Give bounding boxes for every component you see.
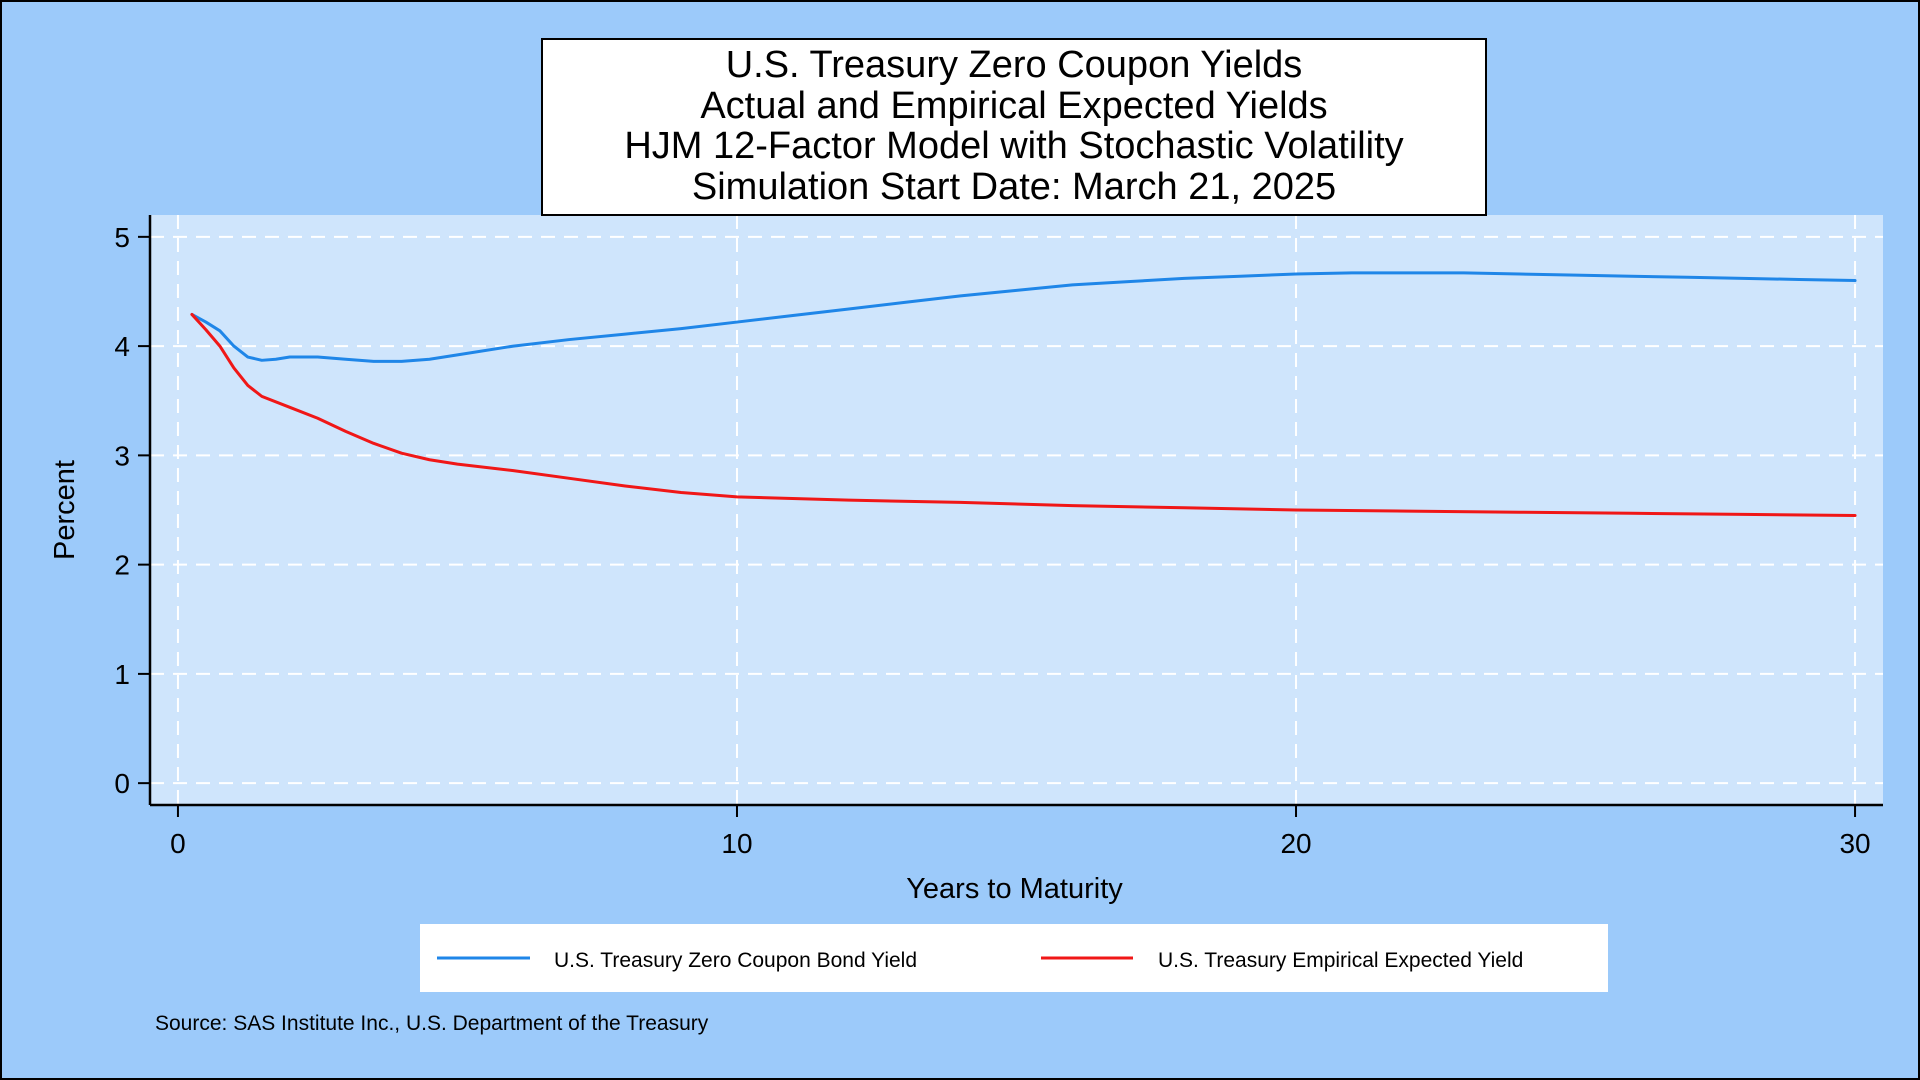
series-line-bond-yield [190,271,1857,363]
y-tick-label: 2 [114,550,130,581]
y-tick-label: 1 [114,659,130,690]
plot-area [150,215,1883,805]
x-tick-label: 20 [1280,828,1311,859]
series-line-expected-yield [190,312,1857,517]
x-tick-label: 30 [1839,828,1870,859]
title-line-4: Simulation Start Date: March 21, 2025 [692,166,1336,208]
y-axis-ticks: 0 1 2 3 4 5 [114,222,150,799]
legend: U.S. Treasury Zero Coupon Bond Yield U.S.… [420,924,1608,992]
x-tick-label: 10 [721,828,752,859]
y-tick-label: 4 [114,331,130,362]
y-tick-label: 5 [114,222,130,253]
title-line-3: HJM 12-Factor Model with Stochastic Vola… [624,125,1403,167]
gridlines [150,215,1883,805]
series-group [190,271,1857,517]
title-box [541,38,1487,216]
y-axis-title: Percent [49,460,81,560]
x-axis-title: Years to Maturity [906,873,1123,905]
legend-box [420,924,1608,992]
source-note: Source: SAS Institute Inc., U.S. Departm… [155,1012,709,1035]
legend-label: U.S. Treasury Zero Coupon Bond Yield [554,949,917,972]
title-line-1: U.S. Treasury Zero Coupon Yields [726,44,1303,86]
x-axis-ticks: 0 10 20 30 [170,805,1871,859]
x-tick-label: 0 [170,828,186,859]
title-line-2: Actual and Empirical Expected Yields [700,85,1327,127]
y-tick-label: 3 [114,440,130,471]
y-tick-label: 0 [114,768,130,799]
legend-label: U.S. Treasury Empirical Expected Yield [1158,949,1523,972]
